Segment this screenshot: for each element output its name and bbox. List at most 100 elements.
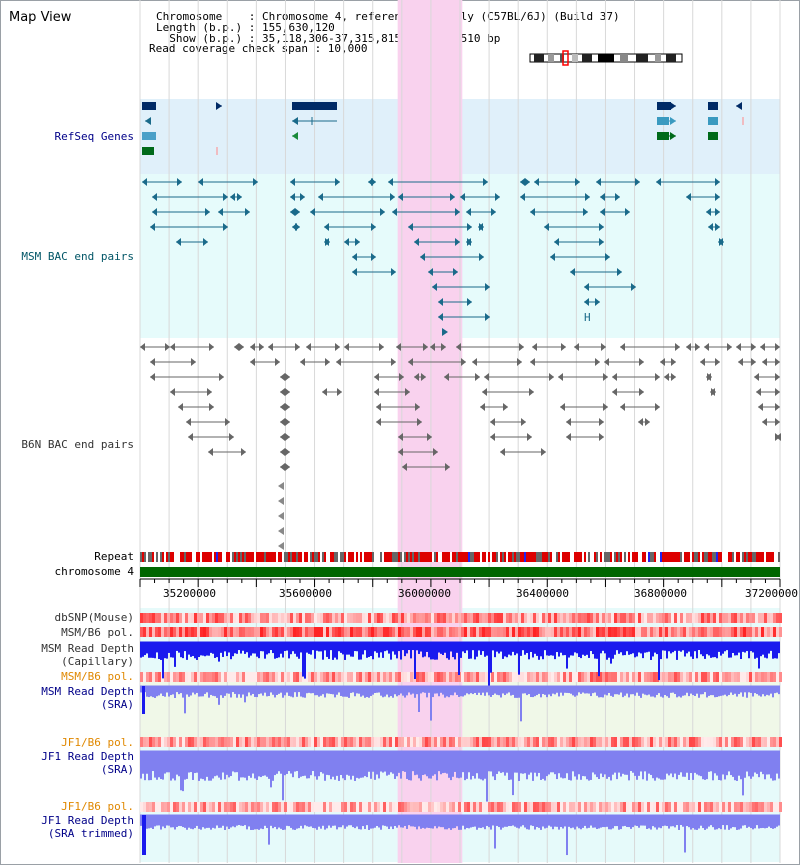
- depth-bar: [236, 642, 238, 654]
- label-msm-depth-capillary[interactable]: MSM Read Depth: [41, 642, 134, 655]
- depth-bar: [636, 751, 638, 780]
- refseq-genes-track[interactable]: [142, 102, 744, 155]
- depth-bar: [292, 815, 294, 830]
- bac-end-right: [245, 208, 250, 216]
- depth-bar: [564, 751, 566, 779]
- read-depth-tracks[interactable]: [140, 641, 780, 856]
- heat-cell: [287, 737, 290, 747]
- b6n-bac-pair: [620, 403, 660, 411]
- chromosome-ideogram[interactable]: [529, 50, 683, 66]
- depth-bar: [158, 751, 160, 778]
- depth-bar: [700, 642, 702, 655]
- depth-bar: [428, 686, 430, 693]
- depth-bar: [298, 751, 300, 779]
- heat-cell: [617, 802, 620, 812]
- label-msm-depth-sra[interactable]: MSM Read Depth: [41, 685, 134, 698]
- heat-cell: [236, 613, 239, 623]
- depth-bar: [240, 751, 242, 778]
- repeat-element: [300, 552, 302, 562]
- depth-bar: [392, 686, 394, 698]
- heat-cell: [602, 802, 605, 812]
- heat-cell: [362, 613, 365, 623]
- depth-bar: [498, 815, 500, 828]
- heat-cell: [371, 613, 374, 623]
- depth-bar: [452, 815, 454, 829]
- bac-end-left: [612, 373, 617, 381]
- heat-cell: [233, 737, 236, 747]
- heat-cell: [308, 672, 311, 682]
- bac-end-right: [415, 403, 420, 411]
- heat-cell: [698, 627, 701, 637]
- heat-cell: [662, 802, 665, 812]
- depth-bar: [170, 642, 172, 658]
- heat-cell: [638, 627, 641, 637]
- heat-cell: [410, 672, 413, 682]
- heat-cell: [386, 737, 389, 747]
- heat-cell: [461, 802, 464, 812]
- heat-cell: [716, 613, 719, 623]
- bac-end-left: [596, 178, 601, 186]
- depth-bar: [234, 642, 236, 654]
- depth-bar: [318, 642, 320, 652]
- depth-bar: [476, 642, 478, 657]
- label-jf1-b6-pol[interactable]: JF1/B6 pol.: [61, 736, 134, 749]
- heat-cell: [239, 627, 242, 637]
- depth-bar: [262, 751, 264, 776]
- heat-cell: [374, 802, 377, 812]
- bac-end-left: [150, 373, 155, 381]
- b6n-bac-track[interactable]: [140, 343, 781, 550]
- depth-bar: [708, 642, 710, 656]
- repeat-element: [702, 552, 704, 562]
- heat-cell: [305, 672, 308, 682]
- depth-bar: [532, 751, 534, 781]
- label-jf1-depth-trimmed-sub: (SRA trimmed): [47, 827, 134, 840]
- label-jf1-b6-pol-2[interactable]: JF1/B6 pol.: [61, 800, 134, 813]
- heat-cell: [431, 627, 434, 637]
- heat-cell: [548, 672, 551, 682]
- label-jf1-depth-sra[interactable]: JF1 Read Depth: [41, 750, 134, 763]
- label-msm-depth-capillary-sub: (Capillary): [61, 655, 134, 668]
- heat-cell: [455, 802, 458, 812]
- heat-cell: [308, 613, 311, 623]
- tick-label-36800000: 36800000: [634, 587, 687, 600]
- heat-cell: [170, 737, 173, 747]
- depth-bar: [534, 642, 536, 654]
- depth-bar: [242, 686, 244, 695]
- heat-cell: [677, 737, 680, 747]
- heat-cell: [527, 613, 530, 623]
- depth-bar: [644, 686, 646, 695]
- depth-bar: [446, 686, 448, 697]
- heat-cell: [623, 802, 626, 812]
- label-b6n-bac[interactable]: B6N BAC end pairs: [21, 438, 134, 451]
- depth-bar: [450, 642, 452, 652]
- depth-bar: [766, 751, 768, 775]
- depth-bar: [596, 815, 598, 830]
- label-refseq-genes[interactable]: RefSeq Genes: [54, 130, 134, 143]
- label-msm-b6-pol-2[interactable]: MSM/B6 pol.: [61, 670, 134, 683]
- depth-bar: [274, 642, 276, 659]
- label-jf1-depth-trimmed[interactable]: JF1 Read Depth: [41, 814, 134, 827]
- depth-bar: [252, 686, 254, 694]
- heat-cell: [353, 737, 356, 747]
- label-repeat[interactable]: Repeat: [94, 550, 134, 563]
- depth-bar: [378, 686, 380, 693]
- depth-bar: [720, 751, 722, 781]
- heat-cell: [338, 737, 341, 747]
- bac-end-right: [223, 223, 228, 231]
- repeat-track[interactable]: [140, 552, 780, 562]
- repeat-element: [272, 552, 274, 562]
- bac-end-left: [438, 313, 443, 321]
- heat-cell: [149, 737, 152, 747]
- label-dbsnp[interactable]: dbSNP(Mouse): [54, 611, 134, 624]
- msm-bac-track[interactable]: H: [142, 178, 724, 336]
- label-msm-b6-pol[interactable]: MSM/B6 pol.: [61, 626, 134, 639]
- label-msm-bac[interactable]: MSM BAC end pairs: [21, 250, 134, 263]
- repeat-element: [752, 552, 754, 562]
- depth-bar: [194, 642, 196, 659]
- heat-cell: [488, 737, 491, 747]
- repeat-element: [550, 552, 552, 562]
- heat-cell: [635, 627, 638, 637]
- heat-cell: [299, 802, 302, 812]
- polymorphism-tracks[interactable]: [140, 613, 782, 812]
